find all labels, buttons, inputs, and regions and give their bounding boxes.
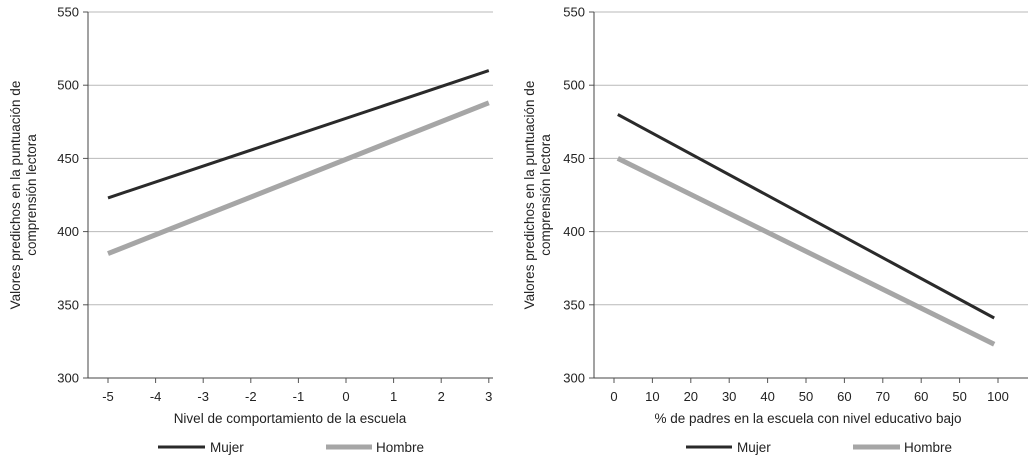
series-line-mujer: [617, 113, 995, 320]
x-tick-label: 50: [799, 389, 813, 404]
x-tick-label: 1: [390, 389, 397, 404]
y-tick-label: 350: [563, 297, 585, 312]
legend-label-mujer: Mujer: [737, 440, 771, 455]
y-tick-label: 400: [563, 224, 585, 239]
x-tick-label: 0: [342, 389, 349, 404]
x-tick-label: 20: [684, 389, 698, 404]
x-tick-label: -4: [150, 389, 162, 404]
y-tick-label: 500: [57, 78, 79, 93]
series-line-mujer: [107, 69, 490, 200]
x-tick-label: 10: [645, 389, 659, 404]
x-tick-label: -1: [293, 389, 305, 404]
y-tick-label: 550: [563, 5, 585, 20]
x-tick-label: 0: [610, 389, 617, 404]
y-axis-label: Valores predichos en la puntuación de: [522, 81, 537, 310]
y-tick-label: 500: [563, 78, 585, 93]
y-tick-label: 350: [57, 297, 79, 312]
y-tick-label: 300: [57, 371, 79, 386]
x-tick-label: 100: [987, 389, 1009, 404]
x-axis-label: Nivel de comportamiento de la escuela: [174, 411, 407, 426]
series-line-hombre: [616, 156, 996, 347]
y-axis-label: comprensión lectora: [24, 134, 39, 256]
x-tick-label: 70: [876, 389, 890, 404]
x-tick-label: 30: [722, 389, 736, 404]
y-tick-label: 400: [57, 224, 79, 239]
series-line-hombre: [107, 100, 490, 256]
legend-label-hombre: Hombre: [904, 440, 952, 455]
x-tick-label: 60: [837, 389, 851, 404]
x-tick-label: 60: [914, 389, 928, 404]
x-tick-label: 3: [485, 389, 492, 404]
y-tick-label: 450: [57, 151, 79, 166]
chart-2: 300 350 400 450 500 550 0 10 20 30 40 50 60 70 60 50 100…: [522, 5, 1028, 455]
legend-label-mujer: Mujer: [210, 440, 244, 455]
y-axis-label: comprensión lectora: [538, 134, 553, 256]
y-axis-label: Valores predichos en la puntuación de: [8, 81, 23, 310]
y-tick-label: 550: [57, 5, 79, 20]
legend-label-hombre: Hombre: [376, 440, 424, 455]
x-tick-label: 50: [952, 389, 966, 404]
x-axis-label: % de padres en la escuela con nivel educ…: [655, 411, 962, 426]
x-tick-label: 2: [438, 389, 445, 404]
x-tick-label: 40: [760, 389, 774, 404]
chart-1: 300 350 400 450 500 550 -5 -4 -3 -2 -1 0 1 2 3 Nivel de…: [8, 5, 493, 455]
x-tick-label: -2: [245, 389, 257, 404]
y-tick-label: 300: [563, 371, 585, 386]
x-tick-label: -3: [197, 389, 209, 404]
y-tick-label: 450: [563, 151, 585, 166]
x-tick-label: -5: [102, 389, 114, 404]
